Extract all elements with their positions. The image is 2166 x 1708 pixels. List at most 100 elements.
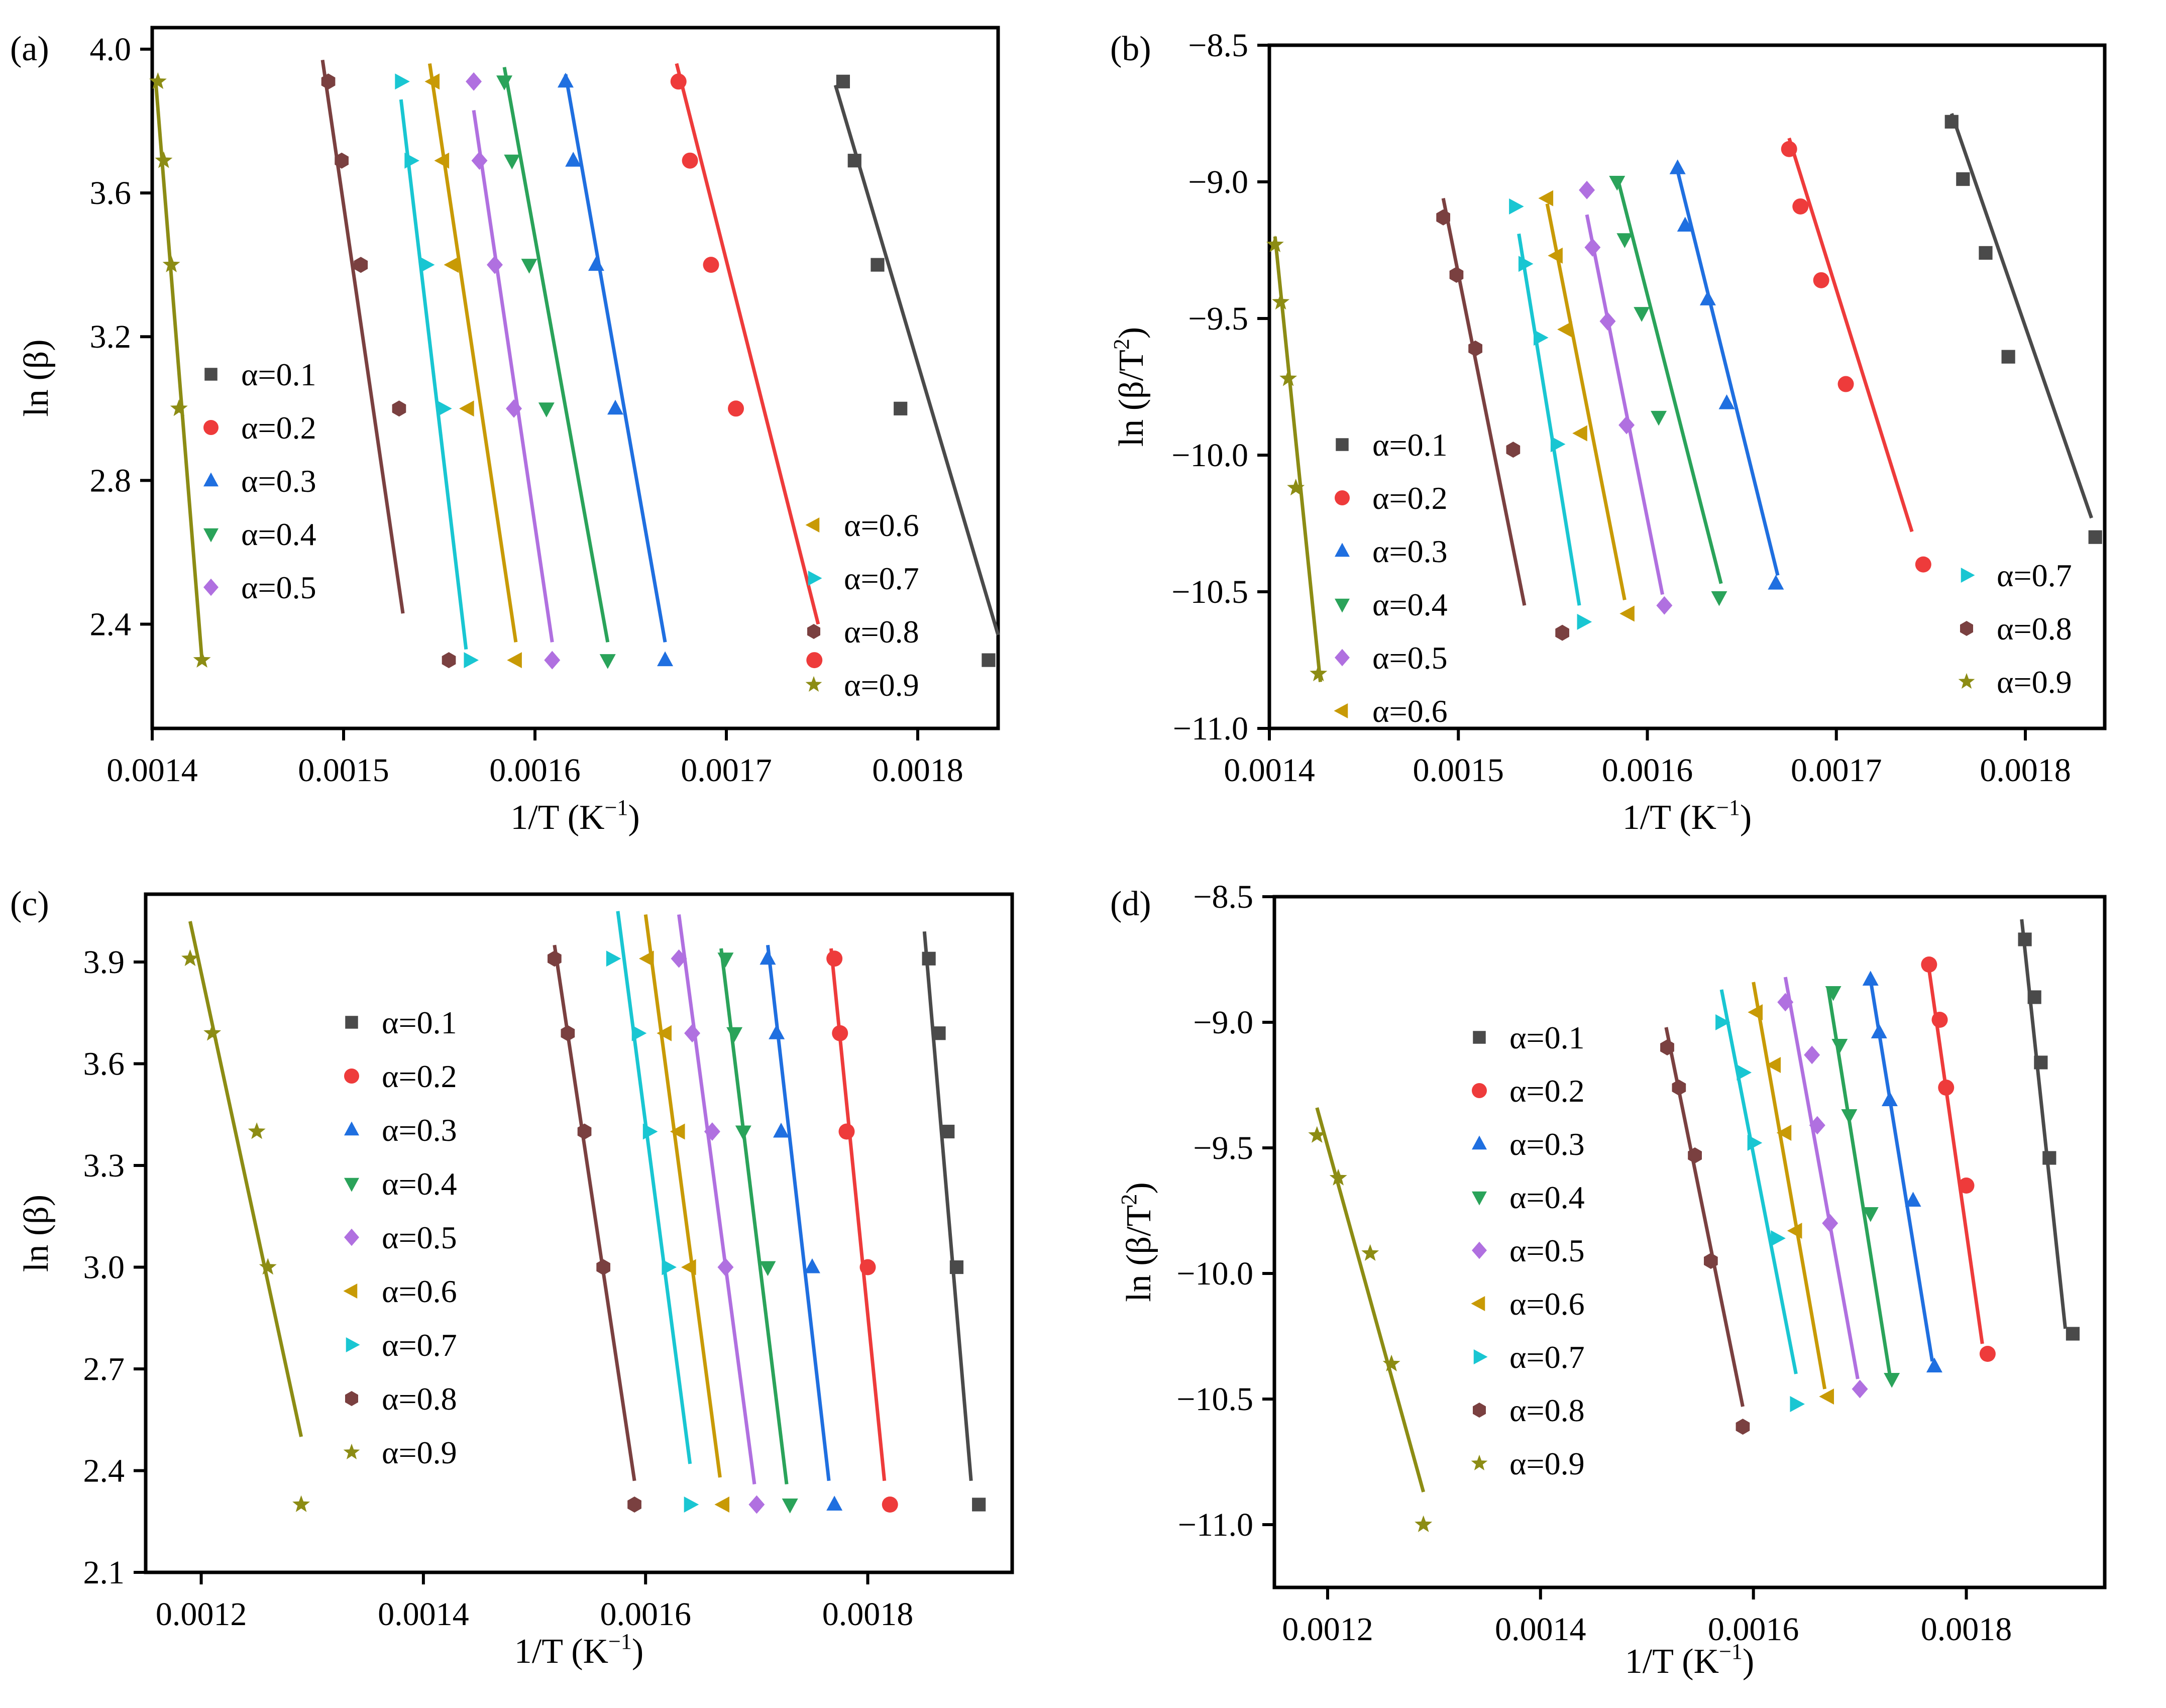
legend-item: α=0.2 [203, 410, 316, 446]
y-axis-label: ln (β/T2) [1109, 327, 1151, 447]
data-point [836, 74, 850, 88]
data-point [1881, 1091, 1898, 1106]
x-axis-label-text: 1/T (K [514, 1632, 608, 1671]
data-point [859, 1259, 876, 1275]
fit-line [1783, 977, 1860, 1379]
y-tick-label: 3.9 [83, 944, 125, 981]
data-point [832, 1025, 848, 1041]
x-tick-label: 0.0014 [106, 752, 198, 789]
series-alpha-0.9 [181, 921, 310, 1512]
series-alpha-0.6 [1748, 982, 1834, 1405]
data-point [335, 152, 349, 169]
data-point [769, 1024, 785, 1039]
legend-label: α=0.3 [382, 1112, 457, 1148]
legend-item: α=0.4 [203, 516, 316, 552]
data-point [606, 950, 621, 967]
data-point [1572, 425, 1587, 442]
panel-label: (d) [1110, 885, 1151, 923]
series-alpha-0.5 [671, 914, 765, 1514]
data-point [1308, 1126, 1326, 1143]
plot-frame [144, 892, 1014, 1574]
y-axis-label-text: ln (β) [17, 1195, 56, 1272]
legend-label: α=0.5 [1509, 1233, 1585, 1268]
data-point [496, 75, 513, 90]
data-point [1715, 1014, 1730, 1030]
y-tick-label: −9.5 [1188, 300, 1248, 337]
data-point [941, 1124, 955, 1139]
x-tick-label: 0.0014 [378, 1596, 469, 1633]
data-point [193, 651, 211, 668]
y-axis-label-close: ) [1112, 327, 1151, 339]
fit-line [719, 948, 789, 1484]
data-point [1310, 664, 1328, 682]
legend-item: α=0.8 [345, 1381, 457, 1417]
data-point [1831, 1039, 1848, 1054]
legend-marker [1471, 1296, 1485, 1311]
y-tick-label: −10.5 [1176, 1381, 1253, 1418]
fit-line [427, 63, 518, 643]
data-point [1958, 1178, 1975, 1194]
data-point [354, 257, 368, 273]
data-point [507, 652, 522, 669]
data-point [760, 949, 776, 965]
series-alpha-0.7 [1715, 989, 1805, 1412]
x-tick-label: 0.0016 [489, 752, 581, 789]
legend-marker [1472, 1241, 1487, 1259]
data-point [838, 1123, 855, 1140]
data-point [1656, 596, 1673, 615]
data-point [395, 73, 410, 90]
fit-line [643, 914, 722, 1478]
data-point [521, 259, 537, 274]
x-tick-label: 0.0018 [822, 1596, 914, 1633]
y-axis-label-sup: 2 [1117, 1194, 1141, 1205]
series-alpha-0.1 [2018, 919, 2080, 1341]
legend-label: α=0.4 [382, 1166, 457, 1202]
legend-item: α=0.7 [1473, 1339, 1585, 1375]
legend-marker [1961, 568, 1975, 583]
data-point [1534, 330, 1549, 346]
y-tick-label: 4.0 [90, 31, 132, 68]
data-point [1768, 575, 1784, 590]
series-alpha-0.9 [1308, 1107, 1433, 1532]
legend-item: α=0.6 [1334, 693, 1448, 729]
series-alpha-0.5 [1579, 180, 1673, 615]
series-alpha-0.4 [496, 67, 616, 669]
data-point [922, 951, 936, 966]
data-point [773, 1122, 789, 1138]
legend-item: α=0.5 [203, 570, 316, 605]
data-point [1862, 1207, 1879, 1222]
legend-marker [1335, 649, 1350, 667]
data-point [1737, 1064, 1752, 1081]
data-point [259, 1258, 277, 1275]
legend-marker [203, 472, 219, 487]
fit-line [1869, 979, 1934, 1362]
legend-label: α=0.5 [241, 570, 316, 605]
fit-line [1441, 197, 1527, 606]
series-alpha-0.4 [717, 948, 798, 1514]
legend-item: α=0.1 [345, 1005, 457, 1040]
data-point [1804, 1045, 1820, 1064]
y-tick-label: −8.5 [1193, 879, 1253, 915]
fit-line [154, 85, 204, 661]
data-point [1841, 1109, 1858, 1124]
legend-label: α=0.7 [1509, 1339, 1585, 1375]
data-point [1599, 312, 1616, 331]
data-point [149, 72, 167, 89]
fit-line [502, 67, 610, 643]
data-point [437, 400, 452, 417]
series-alpha-0.2 [826, 948, 898, 1513]
legend-item: α=0.6 [805, 507, 919, 543]
legend-label: α=0.6 [382, 1273, 457, 1309]
legend-marker [1472, 1191, 1487, 1206]
y-axis-label: ln (β) [17, 1195, 56, 1272]
y-tick-label: −10.0 [1171, 437, 1248, 474]
data-point [2018, 932, 2032, 946]
data-point [1677, 217, 1693, 232]
x-axis-label: 1/T (K−1) [514, 1629, 643, 1671]
legend-item: α=0.3 [203, 463, 316, 499]
data-point [1616, 233, 1633, 248]
plot-frame [1267, 43, 2107, 730]
legend-item: α=0.1 [1336, 427, 1448, 463]
fit-line [1676, 170, 1780, 576]
